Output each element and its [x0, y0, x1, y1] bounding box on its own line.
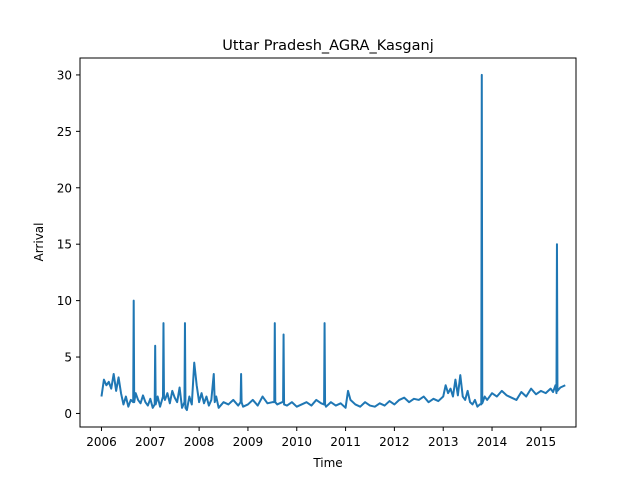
y-tick-label: 20 [57, 181, 72, 195]
chart-title: Uttar Pradesh_AGRA_Kasganj [222, 38, 433, 54]
y-axis-title: Arrival [32, 223, 46, 262]
x-tick-label: 2011 [330, 435, 361, 449]
y-tick-label: 25 [57, 125, 72, 139]
y-tick-label: 30 [57, 68, 72, 82]
series-line [100, 73, 566, 412]
x-tick-label: 2013 [428, 435, 459, 449]
x-tick-label: 2010 [281, 435, 312, 449]
x-tick-label: 2008 [184, 435, 215, 449]
y-tick-label: 5 [64, 351, 72, 365]
plot-area [100, 73, 566, 412]
x-axis: 2006 2007 2008 2009 2010 2011 2012 2013 2014 2015 [86, 427, 556, 449]
plot-frame [79, 57, 577, 428]
x-axis-title: Time [312, 456, 342, 470]
x-tick-label: 2009 [233, 435, 264, 449]
x-tick-label: 2007 [135, 435, 166, 449]
x-tick-label: 2014 [477, 435, 508, 449]
x-tick-label: 2006 [86, 435, 117, 449]
x-tick-label: 2012 [379, 435, 410, 449]
y-tick-label: 10 [57, 294, 72, 308]
y-tick-label: 0 [64, 407, 72, 421]
x-tick-label: 2015 [526, 435, 557, 449]
y-axis: 0 5 10 15 20 25 30 [57, 68, 80, 421]
y-tick-label: 15 [57, 238, 72, 252]
